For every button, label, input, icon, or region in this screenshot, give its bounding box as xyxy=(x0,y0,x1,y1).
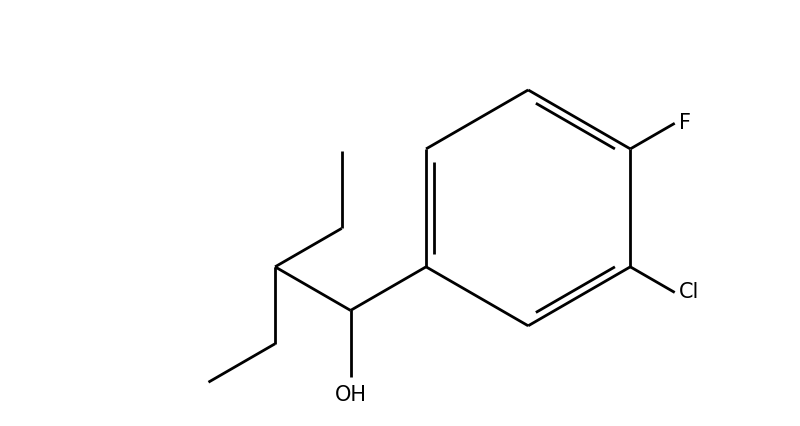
Text: OH: OH xyxy=(334,385,366,405)
Text: Cl: Cl xyxy=(679,282,699,302)
Text: F: F xyxy=(679,113,691,133)
